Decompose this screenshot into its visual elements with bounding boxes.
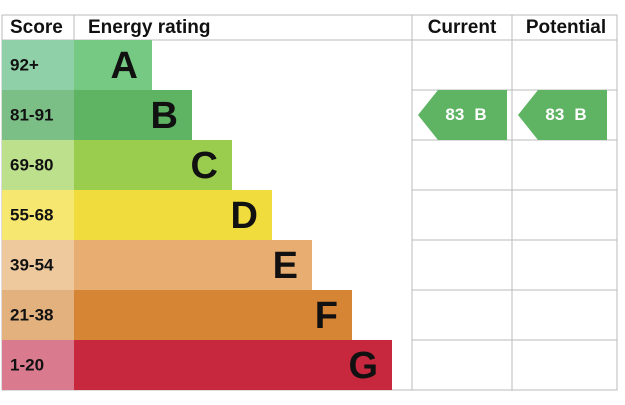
score-cell (2, 40, 74, 90)
rating-bar (74, 290, 352, 340)
current-band: B (474, 105, 486, 124)
score-label: 55-68 (10, 205, 53, 224)
score-cell (2, 140, 74, 190)
score-cell (2, 340, 74, 390)
header-score: Score (10, 17, 63, 38)
rating-bar (74, 90, 192, 140)
score-label: 69-80 (10, 155, 53, 174)
rating-bar (74, 240, 312, 290)
current-label: 83 B (445, 105, 486, 124)
band-letter: B (151, 95, 178, 137)
potential-value: 83 (545, 105, 564, 124)
band-letter: G (348, 345, 378, 387)
score-label: 1-20 (10, 355, 44, 374)
rating-bar (74, 190, 272, 240)
current-value: 83 (445, 105, 464, 124)
header-potential: Potential (526, 17, 606, 38)
header-current: Current (428, 17, 497, 38)
score-cell (2, 240, 74, 290)
score-cell (2, 290, 74, 340)
score-label: 81-91 (10, 105, 53, 124)
score-label: 39-54 (10, 255, 54, 274)
rating-bar (74, 40, 152, 90)
rating-bar (74, 340, 392, 390)
potential-arrow (518, 90, 607, 140)
score-cell (2, 190, 74, 240)
current-arrow (418, 90, 507, 140)
score-label: 92+ (10, 55, 39, 74)
header-rating: Energy rating (88, 17, 210, 38)
band-letter: A (111, 45, 138, 87)
potential-band: B (574, 105, 586, 124)
score-label: 21-38 (10, 305, 53, 324)
potential-label: 83 B (545, 105, 586, 124)
band-letter: E (273, 245, 298, 287)
rating-bar (74, 140, 232, 190)
band-letter: D (231, 195, 258, 237)
band-letter: F (315, 295, 338, 337)
band-letter: C (191, 145, 218, 187)
score-cell (2, 90, 74, 140)
